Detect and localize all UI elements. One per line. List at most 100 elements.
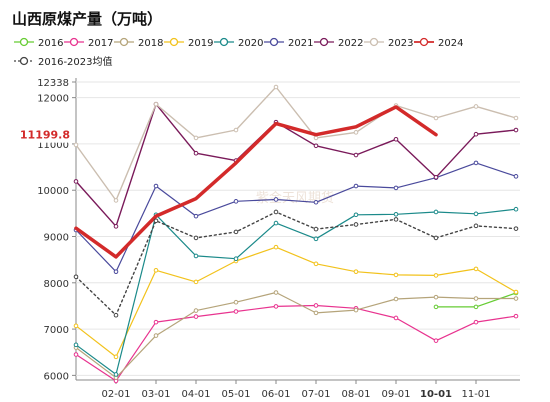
point-2020-11-01: [473, 211, 479, 217]
point-2019-01-01: [73, 323, 79, 329]
legend: 2016 2017 2018 2019 2020 2021 2022 2023 2024 2016…: [14, 37, 463, 68]
legend-label-2021: 2021: [288, 38, 313, 49]
y-tick-label-6000: 6000: [44, 371, 69, 382]
y-tick-label-10000: 10000: [37, 186, 69, 197]
point-2020-12-01: [513, 206, 519, 212]
legend-item-2017[interactable]: 2017: [64, 37, 113, 49]
legend-label-2017: 2017: [88, 38, 113, 49]
point-2021-12-01: [513, 174, 519, 179]
legend-marker-2016-2023: [19, 56, 29, 66]
point-2021-11-01: [473, 160, 479, 166]
point-2019-11-01: [473, 266, 479, 272]
series-line-2024: [74, 105, 438, 259]
point-2017-03-01: [153, 319, 159, 325]
point-2017-04-01: [193, 314, 199, 319]
y-tick-label-12338: 12338: [37, 78, 69, 89]
point-2023-05-01: [233, 127, 239, 133]
y-tick-label-8000: 8000: [44, 279, 69, 290]
legend-label-2016-2023: 2016-2023均值: [38, 55, 113, 68]
legend-item-2018[interactable]: 2018: [114, 37, 163, 49]
point-2022-08-01: [353, 152, 359, 158]
legend-label-2019: 2019: [188, 38, 213, 49]
point-2022-01-01: [73, 179, 79, 184]
legend-marker-2023: [369, 37, 379, 47]
legend-item-2021[interactable]: 2021: [264, 37, 313, 49]
legend-item-2016[interactable]: 2016: [14, 37, 63, 49]
legend-item-2023[interactable]: 2023: [364, 37, 413, 49]
legend-item-2020[interactable]: 2020: [214, 37, 263, 49]
point-2021-07-01: [313, 199, 319, 205]
legend-marker-2017: [69, 37, 79, 47]
point-2020-04-01: [193, 253, 199, 259]
x-tick-label-11-01: 11-01: [461, 389, 490, 400]
point-2018-04-01: [193, 308, 199, 313]
point-2018-09-01: [393, 296, 399, 302]
y-tick-label-9000: 9000: [44, 233, 69, 244]
point-2022-12-01: [513, 127, 519, 133]
series-layer: [73, 84, 519, 384]
point-2018-08-01: [353, 307, 359, 313]
point-2023-10-01: [433, 115, 439, 121]
point-2022-04-01: [193, 150, 199, 156]
point-2016-2023-03-01: [153, 218, 159, 224]
y-tick-label-11000: 11000: [37, 140, 69, 151]
series-2023: [73, 84, 519, 203]
legend-label-2022: 2022: [338, 38, 363, 49]
series-2018: [73, 290, 519, 380]
point-2018-10-01: [433, 294, 439, 300]
point-2016-2023-06-01: [273, 209, 279, 215]
point-2022-10-01: [433, 174, 439, 180]
current-value-label: 11199.8: [2, 126, 72, 143]
x-tick-label-04-01: 04-01: [181, 389, 210, 400]
point-2020-08-01: [353, 212, 359, 218]
point-2023-02-01: [113, 198, 119, 203]
point-2017-12-01: [513, 313, 519, 319]
legend-marker-2019: [169, 37, 179, 47]
x-tick-label-10-01: 10-01: [420, 389, 452, 400]
x-axis: 02-01 03-01 04-01 05-01 06-01 07-01 08-01 09-01…: [76, 379, 520, 400]
series-line-2021: [75, 162, 517, 273]
current-value-text: 11199.8: [20, 129, 70, 142]
point-2022-11-01: [473, 131, 479, 137]
point-2017-01-01: [73, 352, 79, 357]
point-2018-06-01: [273, 290, 279, 295]
point-2018-03-01: [153, 333, 159, 338]
legend-label-2020: 2020: [238, 38, 263, 49]
point-2018-07-01: [313, 310, 319, 316]
point-2023-06-01: [273, 84, 279, 90]
legend-marker-2020: [219, 37, 229, 47]
point-2016-2023-12-01: [513, 226, 519, 231]
legend-item-2022[interactable]: 2022: [314, 37, 363, 49]
series-line-2022: [75, 103, 517, 227]
point-2020-01-01: [73, 342, 79, 348]
point-2021-02-01: [113, 269, 119, 274]
current-value-box: [2, 126, 72, 143]
point-2016-10-01: [433, 304, 439, 310]
point-2016-2023-10-01: [433, 235, 439, 241]
point-2016-2023-07-01: [313, 226, 319, 232]
x-tick-label-02-01: 02-01: [101, 389, 130, 400]
point-2019-03-01: [153, 267, 159, 273]
legend-marker-2016: [19, 37, 29, 47]
point-2021-06-01: [273, 197, 279, 202]
legend-marker-2022: [319, 37, 329, 47]
series-line-2023: [75, 86, 517, 202]
legend-item-2016-2023[interactable]: 2016-2023均值: [14, 55, 113, 68]
point-2017-09-01: [393, 315, 399, 321]
point-2022-02-01: [113, 224, 119, 229]
y-axis: 6000 7000 8000 9000 10000 11000 12000 12338: [37, 78, 520, 382]
point-2016-2023-09-01: [393, 217, 399, 222]
legend-item-2019[interactable]: 2019: [164, 37, 213, 49]
point-2017-05-01: [233, 309, 239, 314]
point-2020-05-01: [233, 256, 239, 262]
chart-title: 山西原煤产量（万吨）: [12, 10, 163, 28]
series-2020: [73, 206, 519, 377]
point-2023-12-01: [513, 115, 519, 121]
y-tick-label-7000: 7000: [44, 325, 69, 336]
legend-item-2024[interactable]: 2024: [414, 37, 463, 49]
point-2019-07-01: [313, 261, 319, 267]
series-2017: [73, 303, 519, 384]
point-2017-07-01: [313, 303, 319, 308]
point-2023-07-01: [313, 135, 319, 141]
point-2020-10-01: [433, 209, 439, 215]
